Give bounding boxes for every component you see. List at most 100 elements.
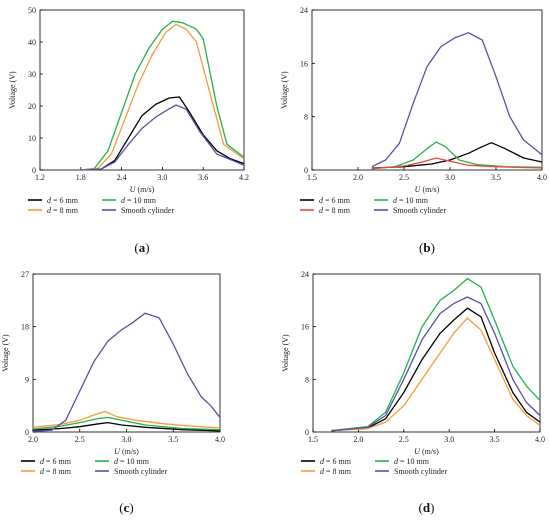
x-tick-label: 2.5 <box>399 173 409 182</box>
legend-entry: Smooth cylinder <box>394 467 447 476</box>
legend-entry: d = 8 mm <box>40 467 72 476</box>
legend-variable: d <box>319 196 324 205</box>
x-tick-label: 1.5 <box>308 435 318 444</box>
panel-label-letter: c <box>124 500 130 515</box>
series-line-1 <box>80 96 245 171</box>
panel-label-close: ) <box>430 500 434 515</box>
x-axis-variable: U <box>414 447 421 456</box>
y-axis-label: Voltage (V) <box>280 71 289 109</box>
x-tick-label: 3.0 <box>444 435 454 444</box>
panel-label-close: ) <box>145 240 149 255</box>
chart-panel-b: 1.5 2.0 2.5 3.0 3.5 4.0 0 8 16 24 U (m/s) Voltage (… <box>280 6 547 255</box>
panel-label-open: ( <box>419 500 423 515</box>
y-tick-label: 20 <box>28 102 36 111</box>
series-line-4 <box>80 104 245 171</box>
series-line-3 <box>371 157 543 170</box>
x-axis-label: U (m/s) <box>414 447 439 456</box>
legend-text: = 6 mm <box>324 457 352 466</box>
series-line-2 <box>80 20 245 171</box>
plot-frame <box>39 9 245 171</box>
x-tick-label: 3.5 <box>491 173 501 182</box>
x-axis-unit: (m/s) <box>420 447 439 456</box>
y-axis-label: Voltage (V) <box>8 71 17 109</box>
legend-variable: d <box>320 467 325 476</box>
x-tick-label: 3.0 <box>157 173 167 182</box>
x-tick-label: 2.5 <box>399 435 409 444</box>
x-tick-label: 2.0 <box>353 435 363 444</box>
y-tick-label: 8 <box>304 113 308 122</box>
legend-variable: d <box>393 196 398 205</box>
series-line-3 <box>32 410 221 429</box>
series-line-4 <box>371 32 543 168</box>
y-tick-label: 24 <box>300 6 308 15</box>
plot-frame <box>32 273 221 433</box>
panel-label-close: ) <box>431 240 435 255</box>
legend-text: Smooth cylinder <box>121 206 174 215</box>
legend-text: Smooth cylinder <box>394 467 447 476</box>
series-line-1 <box>32 421 221 432</box>
legend-entry: d = 10 mm <box>114 457 150 466</box>
legend-variable: d <box>40 457 45 466</box>
legend-entry: d = 10 mm <box>121 196 157 205</box>
legend-text: = 6 mm <box>323 196 351 205</box>
x-tick-label: 2.0 <box>353 173 363 182</box>
y-tick-label: 10 <box>28 134 36 143</box>
panel-label: (c) <box>119 500 133 515</box>
x-tick-label: 3.6 <box>198 173 208 182</box>
legend-text: = 8 mm <box>324 467 352 476</box>
legend-variable: d <box>114 457 119 466</box>
legend-text: = 8 mm <box>323 206 351 215</box>
series-line-4 <box>32 312 221 433</box>
legend-variable: d <box>394 457 399 466</box>
y-tick-label: 40 <box>28 38 36 47</box>
x-axis-label: U (m/s) <box>415 185 440 194</box>
panel-label: (b) <box>419 240 435 255</box>
x-tick-label: 4.0 <box>215 435 225 444</box>
y-tick-label: 0 <box>305 428 309 437</box>
x-tick-label: 3.5 <box>168 435 178 444</box>
y-tick-label: 18 <box>21 323 29 332</box>
legend-entry: d = 6 mm <box>319 196 351 205</box>
x-tick-label: 3.5 <box>490 435 500 444</box>
x-axis-unit: (m/s) <box>135 185 154 194</box>
legend-text: Smooth cylinder <box>114 467 167 476</box>
legend-entry: d = 10 mm <box>393 196 429 205</box>
chart-panel-d: 1.5 2.0 2.5 3.0 3.5 4.0 0 8 16 24 U (m/s) Voltage (… <box>281 270 545 515</box>
legend-text: = 10 mm <box>397 196 429 205</box>
legend-entry: Smooth cylinder <box>393 206 446 215</box>
legend-entry: Smooth cylinder <box>114 467 167 476</box>
y-tick-label: 9 <box>25 375 29 384</box>
y-tick-label: 0 <box>25 428 29 437</box>
chart-panel-c: 2.0 2.5 3.0 3.5 4.0 0 9 18 27 U (m/s) Voltage (V) d… <box>1 270 225 515</box>
plot-frame <box>312 273 541 433</box>
panel-label-letter: a <box>139 240 146 255</box>
legend-variable: d <box>47 196 52 205</box>
panel-label-letter: b <box>423 240 430 255</box>
y-tick-label: 30 <box>28 70 36 79</box>
legend-entry: Smooth cylinder <box>121 206 174 215</box>
x-tick-label: 2.5 <box>75 435 85 444</box>
legend-text: = 6 mm <box>51 196 79 205</box>
x-axis-variable: U <box>130 185 137 194</box>
series-line-2 <box>32 416 221 431</box>
plot-frame <box>311 9 543 171</box>
y-tick-label: 24 <box>301 270 309 279</box>
y-tick-label: 16 <box>300 59 308 68</box>
panel-label-open: ( <box>119 500 123 515</box>
legend-entry: d = 8 mm <box>47 206 79 215</box>
panel-label-open: ( <box>419 240 423 255</box>
legend-text: = 10 mm <box>398 457 430 466</box>
legend-entry: d = 6 mm <box>40 457 72 466</box>
legend-text: = 8 mm <box>51 206 79 215</box>
series-line-1 <box>331 307 541 432</box>
y-tick-label: 50 <box>28 6 36 15</box>
x-tick-label: 1.5 <box>307 173 317 182</box>
legend-variable: d <box>319 206 324 215</box>
y-tick-label: 8 <box>305 375 309 384</box>
series-line-4 <box>331 296 541 432</box>
x-axis-variable: U <box>114 447 121 456</box>
series-line-1 <box>371 142 543 169</box>
legend-variable: d <box>320 457 325 466</box>
y-tick-label: 27 <box>21 270 29 279</box>
